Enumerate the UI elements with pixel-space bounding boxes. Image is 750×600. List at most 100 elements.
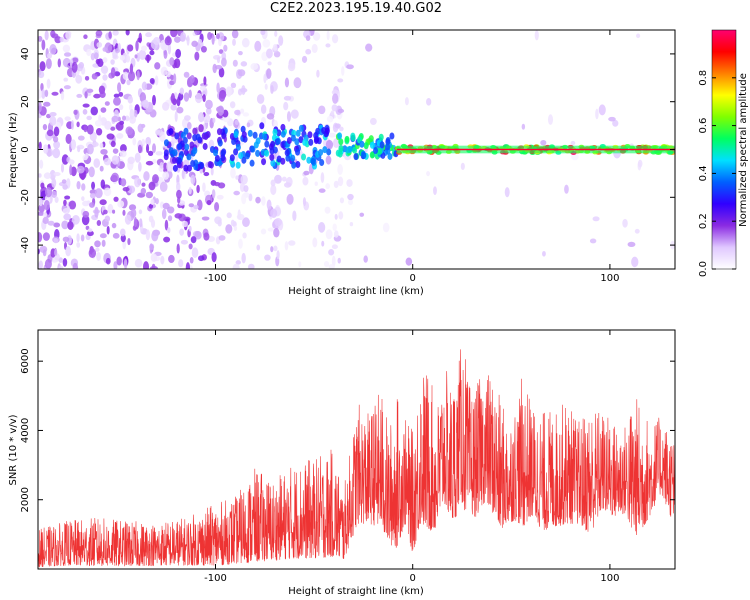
noise-blob xyxy=(152,143,156,154)
noise-blob xyxy=(63,199,67,206)
noise-blob xyxy=(133,217,138,228)
noise-blob xyxy=(103,157,112,166)
signal-blob xyxy=(247,129,253,137)
colorbar-ticks: 0.0 0.2 0.4 0.6 0.8 xyxy=(698,70,736,277)
noise-blob xyxy=(542,250,546,257)
noise-blob xyxy=(111,222,117,229)
noise-blob xyxy=(175,48,182,59)
noise-blob xyxy=(223,44,228,52)
colorbar-gradient xyxy=(712,30,736,269)
noise-blob xyxy=(324,206,331,214)
x-tick-label: 0 xyxy=(410,273,416,284)
noise-blob xyxy=(184,115,191,121)
noise-blob xyxy=(65,31,72,40)
noise-blob xyxy=(205,99,213,110)
noise-blob xyxy=(122,71,129,80)
noise-blob xyxy=(332,93,339,104)
noise-blob xyxy=(134,258,143,268)
noise-blob xyxy=(125,54,131,63)
noise-blob xyxy=(107,203,114,214)
noise-blob xyxy=(218,67,225,78)
noise-blob xyxy=(61,154,69,165)
noise-blob xyxy=(87,143,94,155)
noise-blob xyxy=(346,179,353,187)
noise-blob xyxy=(334,123,341,129)
signal-blob xyxy=(190,159,196,167)
snr-series-line xyxy=(38,349,675,568)
signal-blob xyxy=(294,138,300,146)
noise-blob xyxy=(231,30,239,39)
colorbar-tick-label: 0.6 xyxy=(698,118,709,134)
noise-blob xyxy=(325,155,332,165)
noise-blob xyxy=(127,95,134,104)
noise-blob xyxy=(69,164,73,176)
noise-blob xyxy=(333,180,339,189)
noise-blob xyxy=(83,34,88,39)
spectrogram-plot-area xyxy=(38,30,675,269)
noise-blob xyxy=(85,152,89,159)
noise-blob xyxy=(230,82,237,89)
noise-blob xyxy=(43,172,52,179)
noise-blob xyxy=(152,37,161,46)
noise-blob xyxy=(68,200,77,210)
noise-blob xyxy=(240,108,245,114)
noise-blob xyxy=(233,190,240,196)
noise-blob xyxy=(382,222,390,233)
noise-blob xyxy=(94,206,99,218)
noise-blob xyxy=(347,199,354,206)
noise-blob xyxy=(264,254,271,261)
noise-blob xyxy=(96,220,102,226)
noise-blob xyxy=(96,251,101,261)
noise-blob xyxy=(521,123,526,130)
noise-blob xyxy=(174,111,178,122)
signal-blob xyxy=(241,131,247,139)
noise-blob xyxy=(54,196,59,203)
noise-blob xyxy=(145,136,152,146)
noise-blob xyxy=(325,139,334,150)
noise-blob xyxy=(181,169,185,180)
signal-blob xyxy=(261,158,267,166)
signal-blob xyxy=(195,133,201,141)
signal-blob xyxy=(302,138,308,146)
noise-blob xyxy=(540,139,547,146)
noise-blob xyxy=(68,159,75,165)
noise-blob xyxy=(263,73,267,84)
noise-blob xyxy=(260,228,267,235)
signal-blob xyxy=(233,131,239,139)
noise-blob xyxy=(139,92,147,103)
noise-blob xyxy=(71,61,78,73)
noise-blob xyxy=(145,191,154,199)
spectrogram-x-ticks: -100 0 100 xyxy=(204,30,619,284)
noise-blob xyxy=(504,187,510,198)
noise-blob xyxy=(337,257,341,264)
noise-blob xyxy=(235,153,239,162)
noise-blob xyxy=(210,167,214,176)
noise-blob xyxy=(589,238,597,244)
noise-blob xyxy=(316,69,320,78)
noise-blob xyxy=(287,62,296,72)
noise-blob xyxy=(38,173,42,178)
noise-blob xyxy=(167,227,171,234)
noise-blob xyxy=(214,216,222,225)
noise-blob xyxy=(71,214,80,225)
noise-blob xyxy=(211,189,216,199)
noise-blob xyxy=(63,52,72,57)
noise-blob xyxy=(148,181,156,191)
noise-blob xyxy=(45,58,52,70)
x-tick-label: -100 xyxy=(204,273,227,284)
noise-blob xyxy=(86,124,94,135)
signal-blob xyxy=(205,131,211,139)
snr-x-label: Height of straight line (km) xyxy=(288,586,424,597)
noise-blob xyxy=(114,71,121,77)
signal-blob xyxy=(319,159,325,167)
noise-blob xyxy=(53,126,60,137)
noise-blob xyxy=(196,184,200,194)
noise-blob xyxy=(326,30,330,41)
noise-blob xyxy=(99,233,107,239)
noise-blob xyxy=(325,183,331,190)
noise-blob xyxy=(250,63,259,71)
noise-blob xyxy=(82,200,90,207)
noise-blob xyxy=(254,40,262,52)
noise-blob xyxy=(117,200,125,208)
noise-blob xyxy=(216,194,224,200)
